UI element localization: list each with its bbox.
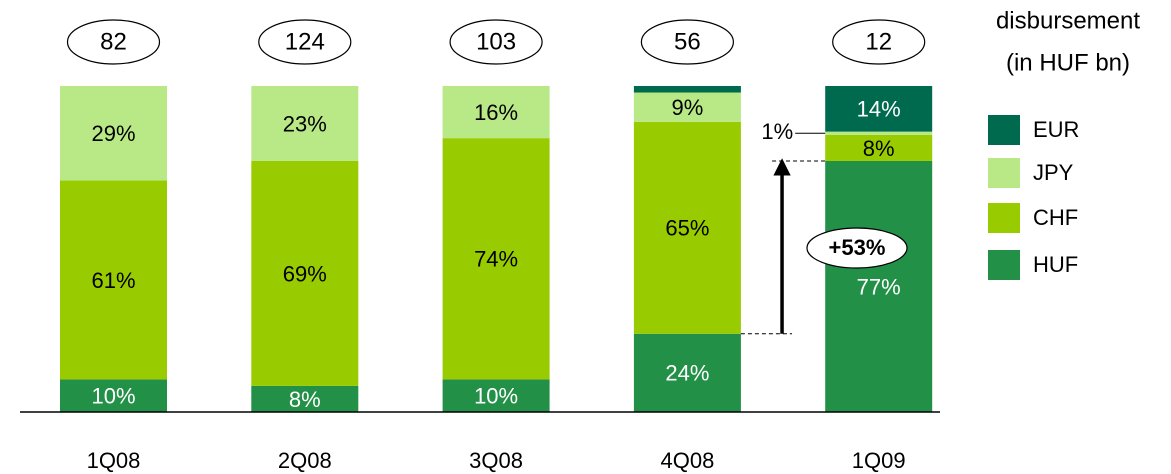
value-label: 29% [91,121,135,146]
bar-segment [442,379,550,412]
value-label: 23% [283,111,327,136]
total-oval [258,19,352,65]
bar-segment [633,333,741,412]
bar-segment [60,86,167,181]
legend-swatch [988,203,1020,233]
value-label: 1% [761,119,793,144]
bar-segment [825,131,933,135]
total-label: 124 [285,28,325,55]
legend-swatch [988,115,1020,145]
x-tick-label: 1Q08 [87,448,141,473]
value-label: 10% [474,384,518,409]
annotation: +53% [829,235,886,260]
value-label: 69% [283,261,327,286]
total-oval [449,19,543,65]
legend-label: EUR [1033,117,1079,142]
value-label: 16% [474,100,518,125]
bar-segment [60,379,167,412]
value-label: 8% [289,387,321,412]
value-label: 8% [863,136,895,161]
x-tick-label: 3Q08 [469,448,523,473]
bar-segment [251,160,359,386]
value-label: 74% [474,247,518,272]
legend-label: CHF [1033,205,1078,230]
total-oval [640,19,735,65]
value-label: 77% [857,274,901,299]
bar-segment [442,138,550,380]
x-tick-label: 4Q08 [660,448,714,473]
bar-segment [825,160,933,412]
legend-swatch [988,250,1020,280]
totals-label: disbursement [996,7,1140,34]
value-label: 9% [672,95,704,120]
bar-segment [60,180,167,380]
value-label: 61% [91,268,135,293]
totals-label: (in HUF bn) [1006,49,1130,76]
legend-label: HUF [1033,252,1078,277]
annotation-oval [806,227,908,269]
bar-segment [633,121,741,334]
value-label: 10% [91,384,135,409]
bar-segment [251,385,359,412]
x-tick-label: 1Q09 [852,448,906,473]
bar-segment [825,134,933,161]
value-label: 14% [857,97,901,122]
bar-segment [633,92,741,122]
legend-swatch [988,158,1020,188]
bar-segment [825,86,933,132]
total-oval [66,19,161,65]
total-label: 12 [865,28,892,55]
total-label: 103 [476,28,516,55]
bar-segment [633,86,741,93]
value-label: 24% [665,361,709,386]
legend-label: JPY [1033,160,1074,185]
total-oval [832,19,926,65]
bar-segment [251,86,359,161]
bar-segment [442,86,550,139]
total-label: 56 [674,28,701,55]
x-tick-label: 2Q08 [278,448,332,473]
value-label: 65% [665,216,709,241]
total-label: 82 [100,28,127,55]
